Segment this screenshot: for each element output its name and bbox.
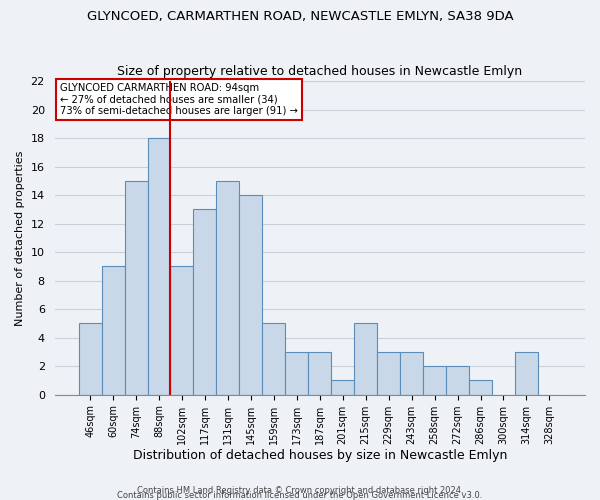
Bar: [423, 366, 446, 394]
Bar: [469, 380, 492, 394]
Bar: [148, 138, 170, 394]
Text: GLYNCOED CARMARTHEN ROAD: 94sqm
← 27% of detached houses are smaller (34)
73% of: GLYNCOED CARMARTHEN ROAD: 94sqm ← 27% of…: [60, 82, 298, 116]
Bar: [193, 210, 217, 394]
Bar: [170, 266, 193, 394]
Bar: [331, 380, 354, 394]
Text: Contains HM Land Registry data © Crown copyright and database right 2024.: Contains HM Land Registry data © Crown c…: [137, 486, 463, 495]
Bar: [515, 352, 538, 395]
Bar: [446, 366, 469, 394]
Bar: [217, 181, 239, 394]
Bar: [101, 266, 125, 394]
Bar: [262, 324, 286, 394]
Bar: [125, 181, 148, 394]
Y-axis label: Number of detached properties: Number of detached properties: [15, 150, 25, 326]
Bar: [308, 352, 331, 395]
Text: Contains public sector information licensed under the Open Government Licence v3: Contains public sector information licen…: [118, 491, 482, 500]
Bar: [354, 324, 377, 394]
Text: GLYNCOED, CARMARTHEN ROAD, NEWCASTLE EMLYN, SA38 9DA: GLYNCOED, CARMARTHEN ROAD, NEWCASTLE EML…: [86, 10, 514, 23]
Bar: [79, 324, 101, 394]
Bar: [377, 352, 400, 395]
Bar: [400, 352, 423, 395]
X-axis label: Distribution of detached houses by size in Newcastle Emlyn: Distribution of detached houses by size …: [133, 450, 507, 462]
Bar: [286, 352, 308, 395]
Title: Size of property relative to detached houses in Newcastle Emlyn: Size of property relative to detached ho…: [117, 66, 523, 78]
Bar: [239, 195, 262, 394]
